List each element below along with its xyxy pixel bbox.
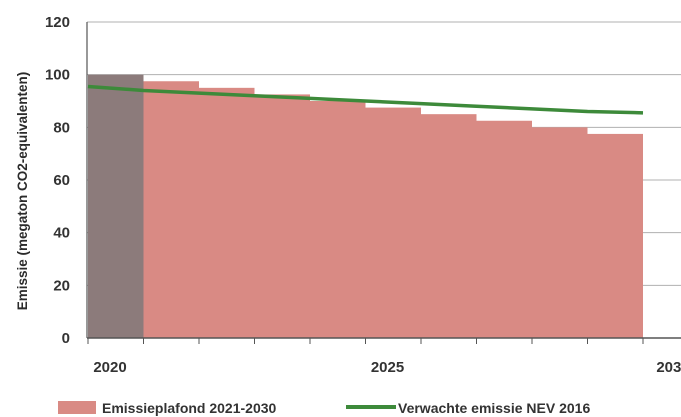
bar-layer	[88, 74, 643, 339]
axis-layer: 0 20 40 60 80 100 120 2020 2025 2030	[45, 14, 681, 376]
bar-2026	[421, 114, 477, 339]
y-tick-label-40: 40	[53, 225, 70, 242]
bar-2028	[532, 127, 588, 338]
bar-2025	[365, 107, 421, 338]
y-tick-label-100: 100	[45, 67, 70, 84]
x-tick-label-2025: 2025	[371, 359, 404, 376]
bar-2020	[88, 74, 144, 339]
bar-2023	[254, 94, 310, 339]
x-tick-label-2030: 2030	[656, 359, 681, 376]
y-tick-label-80: 80	[53, 119, 70, 136]
y-tick-label-0: 0	[62, 330, 70, 347]
legend-label-nev: Verwachte emissie NEV 2016	[398, 400, 590, 416]
bar-2029	[587, 133, 643, 338]
line-nev-2016	[87, 84, 644, 115]
y-tick-label-120: 120	[45, 14, 70, 31]
line-layer	[87, 84, 644, 115]
x-tick-label-2020: 2020	[93, 359, 126, 376]
y-tick-label-20: 20	[53, 277, 70, 294]
legend-bar-swatch	[58, 401, 96, 414]
y-tick-label-60: 60	[53, 172, 70, 189]
bar-2022	[199, 87, 255, 338]
legend-label-plafond: Emissieplafond 2021-2030	[102, 400, 277, 416]
legend: Emissieplafond 2021-2030 Verwachte emiss…	[58, 400, 590, 416]
bar-2024	[310, 101, 366, 338]
bar-2027	[476, 120, 532, 338]
bar-2021	[143, 81, 199, 338]
y-axis-title: Emissie (megaton CO2-equivalenten)	[15, 72, 30, 311]
